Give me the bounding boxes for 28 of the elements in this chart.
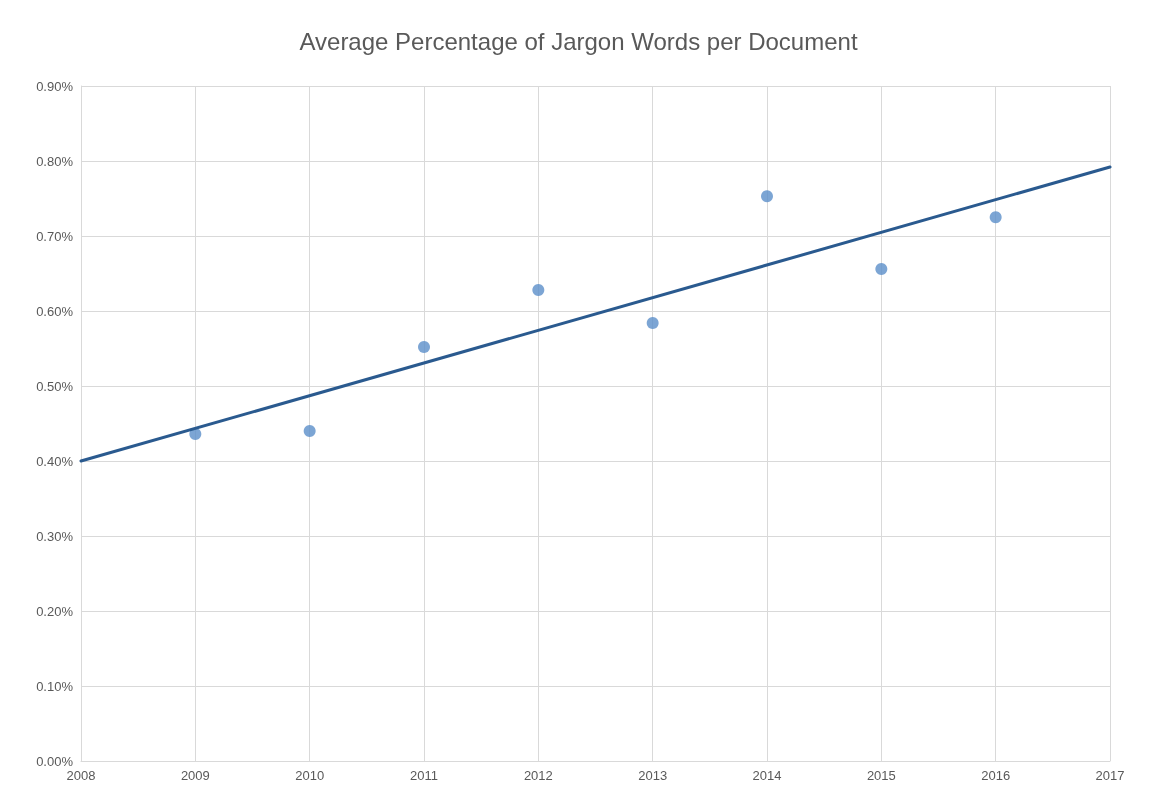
point [989, 211, 1002, 224]
x-tick-label: 2017 [1095, 768, 1125, 783]
x-tick-label: 2016 [981, 768, 1011, 783]
point [532, 284, 545, 296]
x-tick-label: 2011 [410, 768, 438, 783]
point [646, 317, 659, 329]
point [761, 190, 773, 203]
x-tick-label: 2013 [638, 768, 668, 783]
y-tick-label: 0.80% [36, 153, 74, 169]
y-tick-label: 0.90% [36, 78, 74, 94]
x-tick-label: 2010 [295, 768, 325, 783]
x-tick-label: 2008 [66, 768, 96, 783]
x-tick-label: 2012 [523, 768, 553, 783]
y-tick-label: 0.40% [36, 453, 74, 469]
point [303, 425, 316, 437]
y-tick-label: 0.60% [36, 303, 74, 319]
y-tick-label: 0.50% [36, 378, 74, 394]
y-tick-label: 0.30% [36, 528, 74, 544]
x-tick-label: 2015 [866, 768, 896, 783]
x-tick-label: 2014 [752, 768, 782, 783]
chart-title: Average Percentage of Jargon Words per Document [299, 27, 858, 55]
point [875, 263, 888, 275]
y-tick-label: 0.00% [36, 753, 74, 769]
y-tick-label: 0.20% [36, 603, 74, 619]
x-tick-label: 2009 [180, 768, 210, 783]
y-tick-label: 0.10% [36, 678, 74, 694]
y-tick-label: 0.70% [36, 228, 74, 244]
point [418, 341, 430, 353]
